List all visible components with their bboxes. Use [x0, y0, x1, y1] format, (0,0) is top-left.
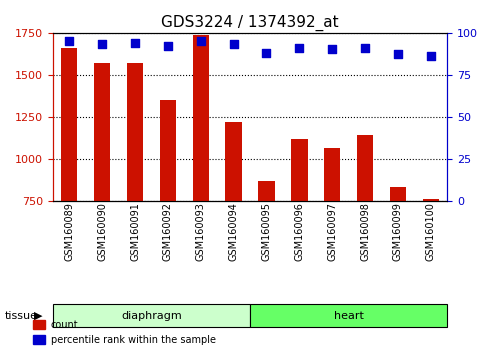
Legend: count, percentile rank within the sample: count, percentile rank within the sample	[30, 316, 220, 349]
Point	[164, 43, 172, 49]
Point	[98, 41, 106, 47]
Point	[131, 40, 139, 45]
Bar	[225, 122, 242, 327]
Point	[328, 46, 336, 52]
Bar	[324, 148, 341, 327]
Point	[295, 45, 303, 51]
Text: ▶: ▶	[34, 311, 42, 321]
Bar	[291, 138, 308, 327]
Bar	[258, 181, 275, 327]
Text: diaphragm: diaphragm	[121, 311, 182, 321]
Point	[394, 52, 402, 57]
Point	[230, 41, 238, 47]
Text: tissue: tissue	[5, 311, 38, 321]
Point	[66, 38, 73, 44]
Bar	[357, 135, 373, 327]
Bar	[160, 100, 176, 327]
Bar	[61, 48, 77, 327]
Text: heart: heart	[334, 311, 364, 321]
Point	[361, 45, 369, 51]
Point	[427, 53, 435, 59]
Bar	[390, 187, 406, 327]
Point	[263, 50, 271, 56]
Bar	[94, 63, 110, 327]
Point	[197, 38, 205, 44]
Bar	[193, 35, 209, 327]
Title: GDS3224 / 1374392_at: GDS3224 / 1374392_at	[161, 15, 339, 31]
Bar	[127, 63, 143, 327]
Bar	[423, 199, 439, 327]
